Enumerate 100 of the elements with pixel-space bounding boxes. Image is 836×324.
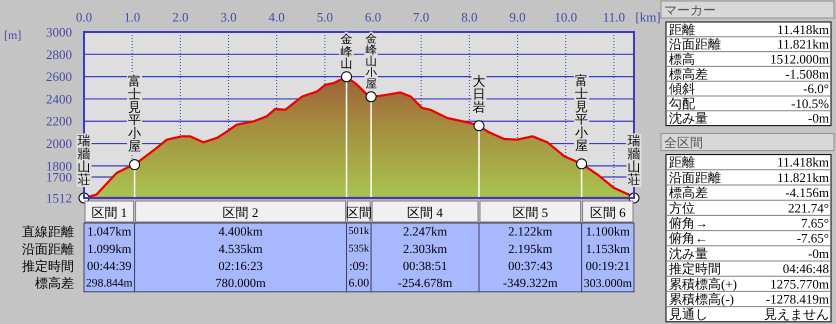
text: 221.74° [788, 200, 829, 216]
category-label: 標高差 [669, 66, 708, 82]
category-label: 直線距離 [22, 224, 74, 240]
x-tick-label: 2.0 [172, 10, 188, 24]
y-tick-label: 1512 [46, 190, 72, 206]
category-label: 沿面距離 [669, 170, 721, 185]
category-label: 沈み量 [669, 110, 708, 126]
annotation: 大日岩 [472, 74, 486, 115]
text: 6.00 [348, 276, 370, 290]
text: 1.047km [87, 224, 132, 239]
category-label: 区間 5 [512, 205, 548, 220]
text: 1512.000m [770, 52, 829, 66]
point [366, 91, 377, 102]
text: 11.821km [777, 36, 829, 52]
text: 04:46:48 [782, 261, 829, 276]
text: 303.000m [584, 276, 632, 290]
text: :09: [349, 259, 369, 273]
x-tick-label: 1.0 [124, 10, 140, 24]
category-label: 傾斜 [669, 81, 695, 96]
category-label: 標高 [669, 52, 695, 66]
x-tick-label: 7.0 [413, 10, 430, 24]
category-label: 俯角→ [669, 216, 708, 230]
y-tick-label: 2800 [46, 46, 72, 62]
text: 2.195km [508, 242, 552, 256]
text: 11.821km [777, 170, 829, 185]
text: 7.65° [801, 216, 829, 230]
text: 1.100km [586, 224, 630, 239]
text: 00:37:43 [508, 259, 553, 273]
text: 11.418km [777, 154, 829, 170]
category-label: 俯角← [669, 230, 708, 246]
x-tick-label: 4.0 [268, 10, 285, 24]
text: 見えません [764, 306, 829, 322]
text: 00:44:39 [87, 259, 132, 273]
annotation: 金峰山 [340, 32, 353, 71]
category-label: 標高差 [35, 276, 74, 291]
text: マーカー [664, 2, 716, 18]
text: 11.418km [777, 22, 829, 37]
category-label: 距離 [669, 154, 695, 170]
y-tick-label: 2400 [46, 91, 72, 106]
category-label: 区間 4 [407, 205, 444, 220]
y-tick-label: 2000 [46, 136, 72, 152]
text: 1.153km [586, 242, 630, 256]
category-label: 区間 2 [222, 205, 258, 220]
annotation: 富士見平小屋 [575, 72, 588, 153]
text: 2.303km [402, 242, 448, 256]
category-label: 方位 [669, 200, 695, 216]
text: -4.156m [785, 185, 829, 200]
text: -7.65° [796, 230, 829, 246]
x-tick-label: 10.0 [554, 10, 578, 24]
text: -1.508m [785, 66, 829, 82]
text: 501k [348, 226, 370, 238]
text: -1278.419m [766, 292, 829, 306]
category-label: 距離 [669, 22, 695, 37]
annotation: 瑞牆山荘 [78, 133, 90, 187]
text: 4.535km [218, 242, 263, 256]
text: 1275.770m [770, 276, 829, 292]
text: -0m [808, 110, 829, 126]
y-tick-label: 3000 [46, 24, 72, 40]
text: -349.322m [503, 276, 558, 290]
text: 2.247km [402, 224, 448, 239]
text: -6.0° [803, 81, 829, 96]
category-label: 勾配 [669, 96, 695, 111]
point [576, 158, 588, 170]
x-tick-label: 5.0 [316, 10, 333, 24]
point [341, 71, 352, 82]
annotation: 富士見平小屋 [128, 74, 142, 154]
annotation: 瑞牆山荘 [628, 133, 640, 187]
text: 00:38:51 [402, 259, 448, 273]
point [473, 120, 484, 132]
x-axis-title: [km] [635, 10, 661, 24]
category-label: 沈み量 [669, 246, 708, 261]
x-tick-label: 3.0 [220, 10, 237, 24]
x-tick-label: 6.0 [364, 10, 382, 24]
category-label: 沿面距離 [669, 36, 721, 52]
y-axis-title: [m] [4, 28, 22, 42]
category-label: 区間 [346, 205, 372, 220]
point [129, 159, 140, 170]
category-label: 標高差 [669, 185, 708, 200]
y-tick-label: 2600 [46, 69, 72, 84]
text: 780.000m [215, 276, 266, 290]
text: 298.844m [86, 276, 133, 290]
x-tick-label: 11.0 [602, 10, 626, 24]
category-label: 累積標高(-) [669, 292, 734, 306]
x-tick-label: 0.0 [76, 10, 92, 24]
category-label: 沿面距離 [22, 241, 74, 256]
category-label: 区間 6 [590, 205, 626, 220]
text: 2.122km [508, 224, 552, 239]
text: -10.5% [791, 96, 829, 111]
text: 1.099km [87, 242, 132, 256]
category-label: 見通し [669, 306, 708, 322]
category-label: 累積標高(+) [669, 276, 737, 292]
text: 4.400km [218, 224, 263, 239]
text: 全区間 [664, 135, 703, 150]
category-label: 推定時間 [669, 261, 721, 276]
y-tick-label: 2200 [46, 114, 72, 129]
x-tick-label: 9.0 [509, 10, 526, 24]
text: 00:19:21 [586, 259, 630, 273]
category-label: 推定時間 [22, 258, 74, 274]
text: 02:16:23 [218, 259, 263, 273]
text: -0m [808, 246, 829, 261]
